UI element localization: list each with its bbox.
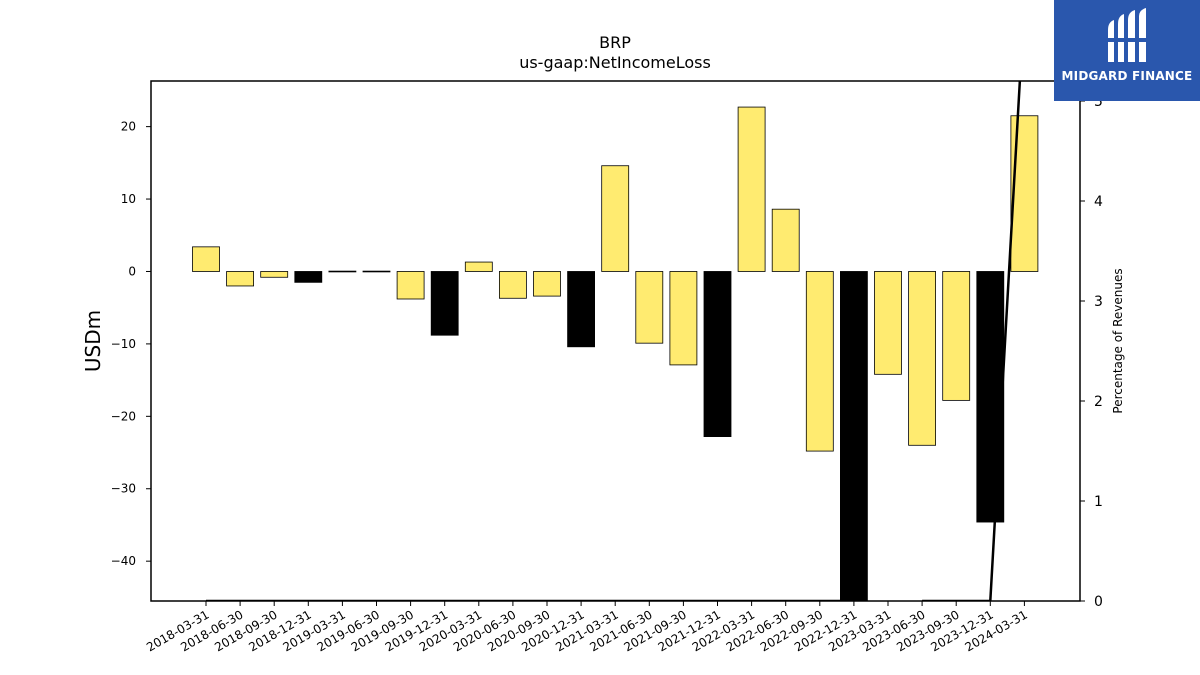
- bar-2020-12-31: [567, 271, 595, 348]
- chart-subtitle: us-gaap:NetIncomeLoss: [519, 53, 711, 72]
- percentage-line-group: [206, 81, 1022, 601]
- bar-2018-09-30: [260, 271, 289, 278]
- chart-title: BRP: [599, 33, 631, 52]
- bar-2021-09-30: [669, 271, 698, 366]
- bar-2022-06-30: [771, 208, 800, 272]
- y-tick-label: 20: [121, 120, 136, 134]
- y2-axis-label: Percentage of Revenues: [1111, 268, 1125, 413]
- y2-tick-label: 5: [1094, 94, 1103, 110]
- y-axis-left: 20 10 0 −10 −20 −30 −40: [111, 120, 151, 568]
- bar-2023-06-30: [908, 271, 936, 446]
- x-axis: 2018-03-312018-06-302018-09-302018-12-31…: [144, 601, 1030, 654]
- bar-2018-03-31: [192, 246, 220, 272]
- bar-2019-06-30: [362, 270, 391, 273]
- y2-tick-label: 0: [1094, 594, 1103, 610]
- midgard-logo-icon: [1106, 8, 1148, 62]
- y-tick-label: −30: [111, 482, 136, 496]
- y-tick-label: −10: [111, 337, 136, 351]
- y-tick-label: 10: [121, 192, 136, 206]
- bar-2020-06-30: [498, 271, 527, 299]
- y2-tick-label: 3: [1094, 294, 1103, 310]
- bar-2018-06-30: [226, 271, 255, 287]
- bar-2022-12-31: [840, 271, 868, 602]
- bar-2019-09-30: [396, 271, 425, 300]
- bar-2019-12-31: [430, 271, 459, 336]
- brand-name: MIDGARD FINANCE: [1061, 69, 1193, 83]
- bar-2023-03-31: [874, 271, 902, 375]
- bars-group: [192, 106, 1039, 602]
- y-tick-label: 0: [128, 264, 136, 278]
- y2-tick-label: 2: [1094, 394, 1103, 410]
- bar-2024-03-31: [1010, 115, 1039, 272]
- bar-2020-09-30: [533, 271, 561, 297]
- bar-2021-03-31: [601, 165, 630, 272]
- bar-2023-12-31: [976, 271, 1005, 523]
- percentage-line-1: [922, 81, 1022, 601]
- bar-2022-03-31: [737, 106, 766, 272]
- bar-2018-12-31: [294, 271, 323, 283]
- y-axis-label: USDm: [81, 310, 105, 372]
- bar-2019-03-31: [328, 270, 357, 273]
- y-axis-right: 0 1 2 3 4 5: [1080, 94, 1103, 610]
- bar-2022-09-30: [805, 271, 834, 452]
- y2-tick-label: 4: [1094, 194, 1103, 210]
- bar-2023-09-30: [942, 271, 971, 401]
- plot-frame: [150, 80, 1081, 602]
- bar-2020-03-31: [464, 261, 493, 272]
- bar-2021-12-31: [703, 271, 732, 437]
- brand-logo: MIDGARD FINANCE: [1054, 0, 1200, 101]
- y2-tick-label: 1: [1094, 494, 1103, 510]
- bar-2021-06-30: [635, 271, 664, 344]
- y-tick-label: −40: [111, 554, 136, 568]
- y-tick-label: −20: [111, 409, 136, 423]
